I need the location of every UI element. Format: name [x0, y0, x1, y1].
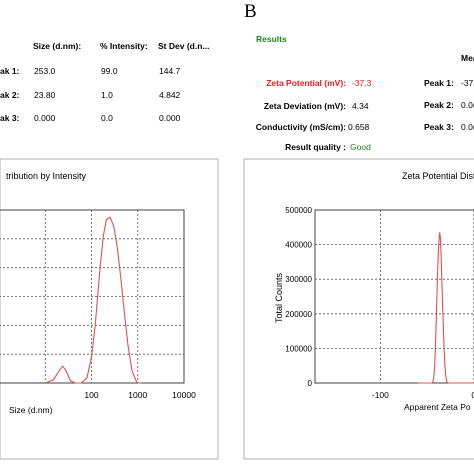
conductivity-label: Conductivity (mS/cm):: [255, 122, 346, 132]
right-x-tick-label: -100: [372, 390, 389, 400]
peak-2-value: 0.0(: [461, 100, 474, 110]
peak-3-value: 0.0(: [461, 122, 474, 132]
peak-size: 23.80: [34, 90, 56, 100]
peak-stdev: 144.7: [159, 66, 181, 76]
zeta-deviation-label: Zeta Deviation (mV):: [263, 101, 346, 111]
peak-size: 253.0: [34, 66, 56, 76]
zeta-potential-label: Zeta Potential (mV):: [266, 78, 346, 88]
peak-label: ak 3:: [0, 113, 20, 123]
peak-3-label: Peak 3:: [424, 122, 454, 132]
conductivity-value: 0.658: [348, 122, 370, 132]
peak-stdev: 0.000: [159, 113, 181, 123]
right-chart-frame: [243, 158, 474, 460]
col-header-stdev: St Dev (d.n...: [158, 41, 210, 51]
right-y-tick-label: 300000: [285, 275, 312, 284]
zeta-deviation-value: 4.34: [352, 101, 369, 111]
right-plot-area: [314, 209, 474, 384]
right-series-line: [417, 232, 474, 384]
peak-intensity: 99.0: [101, 66, 118, 76]
right-y-tick-label: 0: [308, 379, 313, 388]
right-x-tick-label: 0: [471, 390, 474, 400]
left-x-axis-label: Size (d.nm): [9, 405, 53, 415]
peak-size: 0.000: [34, 113, 56, 123]
peak-intensity: 1.0: [101, 90, 113, 100]
peak-1-label: Peak 1:: [424, 78, 454, 88]
right-y-tick-label: 400000: [285, 241, 312, 250]
left-x-ticks: 100 1000 10000: [84, 390, 196, 400]
peak-label: ak 1:: [0, 66, 20, 76]
right-grid: [315, 210, 474, 383]
peak-intensity: 0.0: [101, 113, 113, 123]
zeta-potential-value: -37.3: [352, 78, 372, 88]
mean-header: Mea: [461, 53, 474, 63]
right-y-tick-label: 100000: [285, 344, 312, 353]
left-x-tick-label: 1000: [128, 390, 147, 400]
right-y-tick-label: 500000: [285, 206, 312, 215]
left-x-tick-label: 10000: [172, 390, 196, 400]
left-x-tick-label: 100: [84, 390, 98, 400]
peak-label: ak 2:: [0, 90, 20, 100]
result-quality-value: Good: [350, 142, 371, 152]
right-y-tick-label: 200000: [285, 310, 312, 319]
left-series-line: [45, 216, 142, 384]
left-chart-frame: [0, 158, 219, 460]
left-chart-title: tribution by Intensity: [6, 171, 87, 181]
right-y-ticks: 500000 400000 300000 200000 100000 0: [285, 206, 312, 388]
peak-1-value: -37.: [461, 78, 474, 88]
peak-2-label: Peak 2:: [424, 100, 454, 110]
result-quality-label: Result quality :: [285, 142, 346, 152]
peak-stdev: 4.842: [159, 90, 181, 100]
results-title: Results: [256, 34, 287, 44]
right-chart-title: Zeta Potential Distrib: [402, 171, 474, 181]
col-header-intensity: % Intensity:: [100, 41, 148, 51]
right-x-ticks: -100 0: [372, 390, 474, 400]
right-x-axis-label: Apparent Zeta Po: [404, 402, 471, 412]
col-header-size: Size (d.nm):: [33, 41, 82, 51]
right-y-axis-label: Total Counts: [274, 272, 284, 323]
panel-b-letter: B: [244, 1, 257, 22]
